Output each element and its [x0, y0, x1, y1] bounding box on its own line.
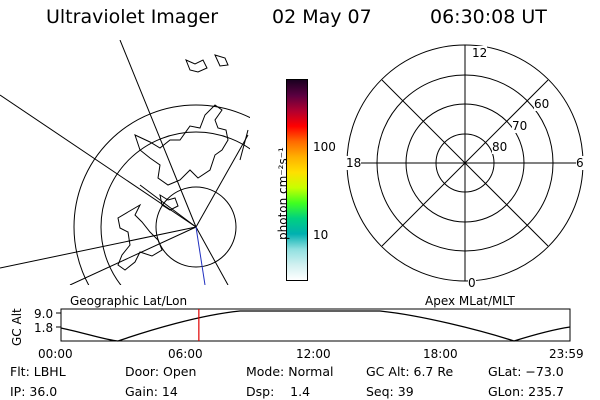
status-filter: Flt: LBHL [10, 364, 66, 379]
status-gain: Gain: 14 [125, 384, 178, 399]
orbit-xtick: 12:00 [296, 347, 331, 361]
colorbar [286, 79, 308, 281]
coastline [117, 203, 163, 271]
meridian-line [239, 129, 249, 161]
status-mode: Mode: Normal [246, 364, 334, 379]
altitude-curve [60, 310, 571, 342]
orbit-xtick: 23:59 [549, 347, 584, 361]
colorbar-tick: 10 [313, 228, 329, 242]
mlt-label-18: 18 [346, 156, 362, 170]
mlat-label-60: 60 [534, 97, 550, 111]
left-panel-label: Geographic Lat/Lon [70, 294, 188, 308]
right-panel-label: Apex MLat/MLT [425, 294, 515, 308]
orbit-xtick: 18:00 [423, 347, 458, 361]
meridian-line [195, 226, 229, 285]
lat-circle-outer [73, 104, 250, 285]
coastline [159, 193, 179, 211]
lat-circle-mid [100, 131, 250, 285]
status-door: Door: Open [125, 364, 197, 379]
coastline [214, 54, 229, 67]
status-seq: Seq: 39 [366, 384, 414, 399]
mlt-label-0: 0 [468, 276, 476, 290]
status-glon: GLon: 235.7 [488, 384, 564, 399]
meridian-line [119, 40, 197, 228]
meridian-line [195, 134, 249, 228]
status-glat: GLat: −73.0 [488, 364, 564, 379]
coastline [134, 104, 229, 186]
orbit-xtick: 00:00 [38, 347, 73, 361]
meridian-line [139, 184, 197, 228]
mlt-label-12: 12 [472, 46, 488, 60]
mlat-label-70: 70 [512, 119, 528, 133]
orbit-xtick: 06:00 [168, 347, 203, 361]
lat-circle-inner [155, 186, 237, 268]
header-date: 02 May 07 [272, 6, 372, 28]
satellite-track-line [195, 226, 206, 285]
mlt-label-6: 6 [576, 156, 584, 170]
orbit-ylabel: GC Alt [10, 308, 24, 346]
coastline [185, 59, 208, 73]
mlat-label-80: 80 [492, 140, 508, 154]
status-dsp: Dsp: 1.4 [246, 384, 311, 399]
colorbar-tick: 100 [313, 140, 336, 154]
orbit-ytick: 9.0 [34, 307, 54, 321]
meridian-line [0, 226, 197, 269]
status-ip: IP: 36.0 [10, 384, 58, 399]
meridian-line [69, 226, 197, 285]
meridian-line [0, 94, 197, 228]
orbit-ytick: 1.8 [34, 321, 54, 335]
instrument-title: Ultraviolet Imager [46, 6, 219, 28]
status-gc-alt: GC Alt: 6.7 Re [366, 364, 454, 379]
header-time: 06:30:08 UT [430, 6, 547, 28]
